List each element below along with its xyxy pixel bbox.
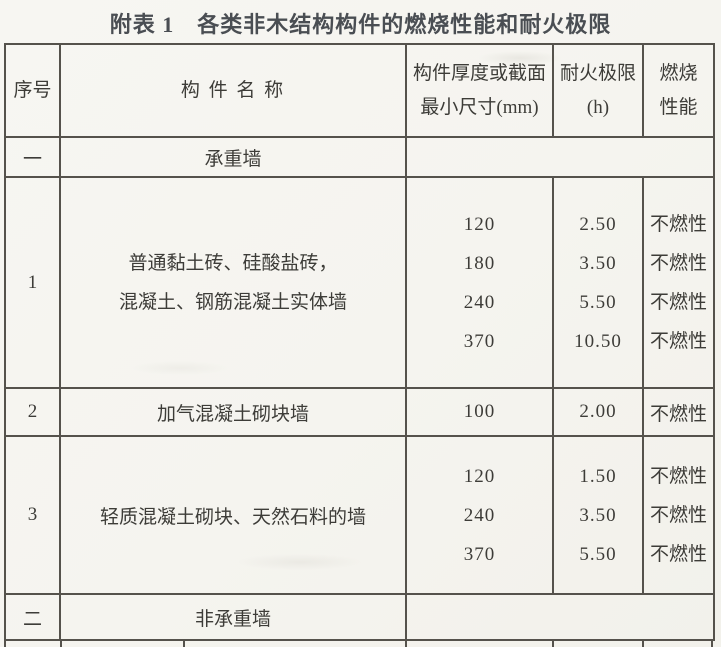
table-row-1: 1 普通黏土砖、硅酸盐砖， 混凝土、钢筋混凝土实体墙 120 180 240 3… (4, 176, 715, 389)
header-thickness: 构件厚度或截面 最小尺寸(mm) (405, 43, 554, 138)
partial-cell (644, 639, 711, 647)
partial-cell (62, 639, 185, 647)
row-index-cell: 一 (4, 136, 61, 178)
section-name-cell: 非承重墙 (59, 593, 407, 641)
fire-limit-cell: 2.00 (552, 387, 644, 437)
header-row: 序号 构 件 名 称 构件厚度或截面 最小尺寸(mm) 耐火极限 (h) 燃烧 … (4, 43, 715, 138)
component-name-cell: 加气混凝土砌块墙 (59, 387, 407, 437)
table-row-2: 2 加气混凝土砌块墙 100 2.00 不燃性 (4, 387, 715, 437)
combustion-cell: 不燃性 不燃性 不燃性 不燃性 (642, 176, 715, 389)
thickness-cell: 120 240 370 (405, 435, 554, 595)
header-index: 序号 (4, 43, 61, 138)
section-row-non-load-bearing-walls: 二 非承重墙 (4, 593, 715, 641)
combustion-cell: 不燃性 不燃性 不燃性 (642, 435, 715, 595)
partial-cell (185, 639, 407, 647)
section-empty-cell (405, 593, 715, 641)
components-fire-rating-table: 序号 构 件 名 称 构件厚度或截面 最小尺寸(mm) 耐火极限 (h) 燃烧 … (4, 43, 715, 641)
thickness-cell: 100 (405, 387, 554, 437)
partial-cell (554, 639, 644, 647)
partial-cell (407, 639, 554, 647)
header-component-name: 构 件 名 称 (59, 43, 407, 138)
header-fire-limit: 耐火极限 (h) (552, 43, 644, 138)
section-row-load-bearing-walls: 一 承重墙 (4, 136, 715, 178)
row-index-cell: 1 (4, 176, 61, 389)
fire-limit-cell: 1.50 3.50 5.50 (552, 435, 644, 595)
component-name-cell: 轻质混凝土砌块、天然石料的墙 (59, 435, 407, 595)
combustion-cell: 不燃性 (642, 387, 715, 437)
thickness-cell: 120 180 240 370 (405, 176, 554, 389)
fire-limit-cell: 2.50 3.50 5.50 10.50 (552, 176, 644, 389)
row-index-cell: 二 (4, 593, 61, 641)
component-name-cell: 普通黏土砖、硅酸盐砖， 混凝土、钢筋混凝土实体墙 (59, 176, 407, 389)
section-name-cell: 承重墙 (59, 136, 407, 178)
table-row-3: 3 轻质混凝土砌块、天然石料的墙 120 240 370 1.50 3.50 5… (4, 435, 715, 595)
header-combustion: 燃烧 性能 (642, 43, 715, 138)
partial-cell (6, 639, 62, 647)
row-index-cell: 2 (4, 387, 61, 437)
row-index-cell: 3 (4, 435, 61, 595)
partial-next-row (4, 639, 713, 647)
section-empty-cell (405, 136, 715, 178)
page-title: 附表 1 各类非木结构构件的燃烧性能和耐火极限 (109, 12, 612, 37)
